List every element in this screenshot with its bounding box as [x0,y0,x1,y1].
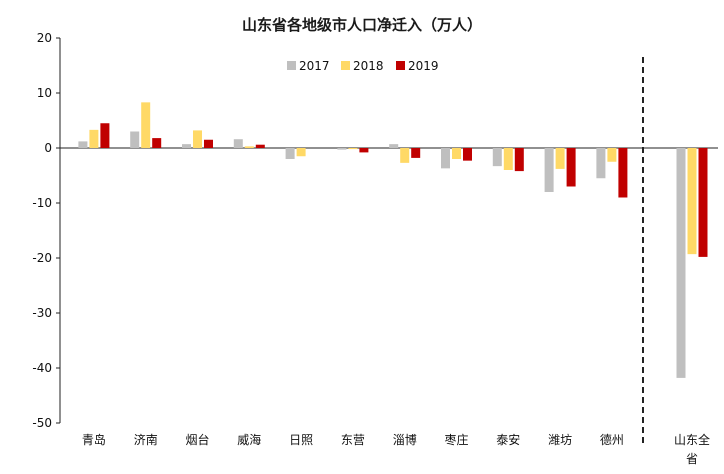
bar-2017-济南 [130,131,140,148]
bar-2018-淄博 [400,148,410,163]
bar-2017-淄博 [389,144,399,148]
bar-2019-青岛 [100,123,110,148]
y-tick-label: -50 [32,416,52,430]
category-label: 青岛 [82,432,106,447]
category-label: 枣庄 [444,432,468,447]
category-label: 济南 [134,432,158,447]
bar-2017-烟台 [182,144,191,148]
legend: 2017 2018 2019 [287,59,439,73]
bar-2017-枣庄 [441,148,450,169]
category-label: 潍坊 [548,432,572,447]
category-label: 泰安 [496,432,520,447]
bar-2018-德州 [607,148,617,162]
bar-2017-威海 [233,139,243,148]
bar-2017-泰安 [492,148,502,167]
legend-label-2018: 2018 [353,59,384,73]
bar-2017-东营 [337,148,347,150]
category-label-total-line2: 省 [686,452,698,466]
bar-2019-德州 [618,148,628,198]
category-label: 淄博 [393,432,417,447]
category-label: 德州 [600,432,624,447]
bar-2017-潍坊 [544,148,554,192]
category-label: 威海 [237,432,261,447]
chart-title: 山东省各地级市人口净迁入（万人） [242,16,482,34]
bar-2018-东营 [348,148,358,150]
bar-2019-济南 [152,138,162,148]
bar-2019-潍坊 [566,148,576,187]
bar-layer [78,102,708,378]
legend-swatch-2017 [287,61,296,70]
bar-2017-青岛 [78,141,88,148]
y-tick-label: -10 [32,196,52,210]
bar-2019-东营 [359,148,369,153]
bar-2018-枣庄 [452,148,461,159]
legend-swatch-2018 [341,61,350,70]
y-tick-label: -40 [32,361,52,375]
legend-swatch-2019 [396,61,405,70]
bar-2019-淄博 [411,148,421,158]
category-label: 烟台 [185,432,209,447]
category-label: 日照 [289,433,313,447]
y-tick-label: -30 [32,306,52,320]
bar-2018-潍坊 [555,148,565,169]
bar-2018-威海 [244,146,254,148]
bar-2018-泰安 [503,148,513,170]
bar-2018-烟台 [193,130,202,148]
label-layer: 20 10 0 -10 -20 -30 -40 -50 青岛 济南 烟台 威海 日照 东营 淄博 枣庄 泰安 潍坊… [32,31,710,466]
bar-2019-泰安 [514,148,524,172]
bar-2019-枣庄 [463,148,472,161]
bar-2017-德州 [596,148,606,179]
bar-2018-青岛 [89,129,99,148]
bar-2018-济南 [141,102,151,148]
legend-label-2019: 2019 [408,59,439,73]
y-tick-label: 20 [37,31,52,45]
bar-2018-日照 [296,148,306,157]
bar-2018-total [687,148,697,255]
y-tick-label: -20 [32,251,52,265]
category-label-total-line1: 山东全 [674,432,710,447]
bar-2019-烟台 [204,139,213,148]
y-tick-label: 0 [44,141,52,155]
bar-2017-日照 [285,148,295,159]
legend-label-2017: 2017 [299,59,330,73]
category-label: 东营 [341,433,365,447]
y-tick-label: 10 [37,86,52,100]
bar-2019-威海 [255,144,265,148]
bar-2017-total [676,148,686,378]
bar-2019-total [698,148,708,257]
axis-layer [56,37,718,444]
